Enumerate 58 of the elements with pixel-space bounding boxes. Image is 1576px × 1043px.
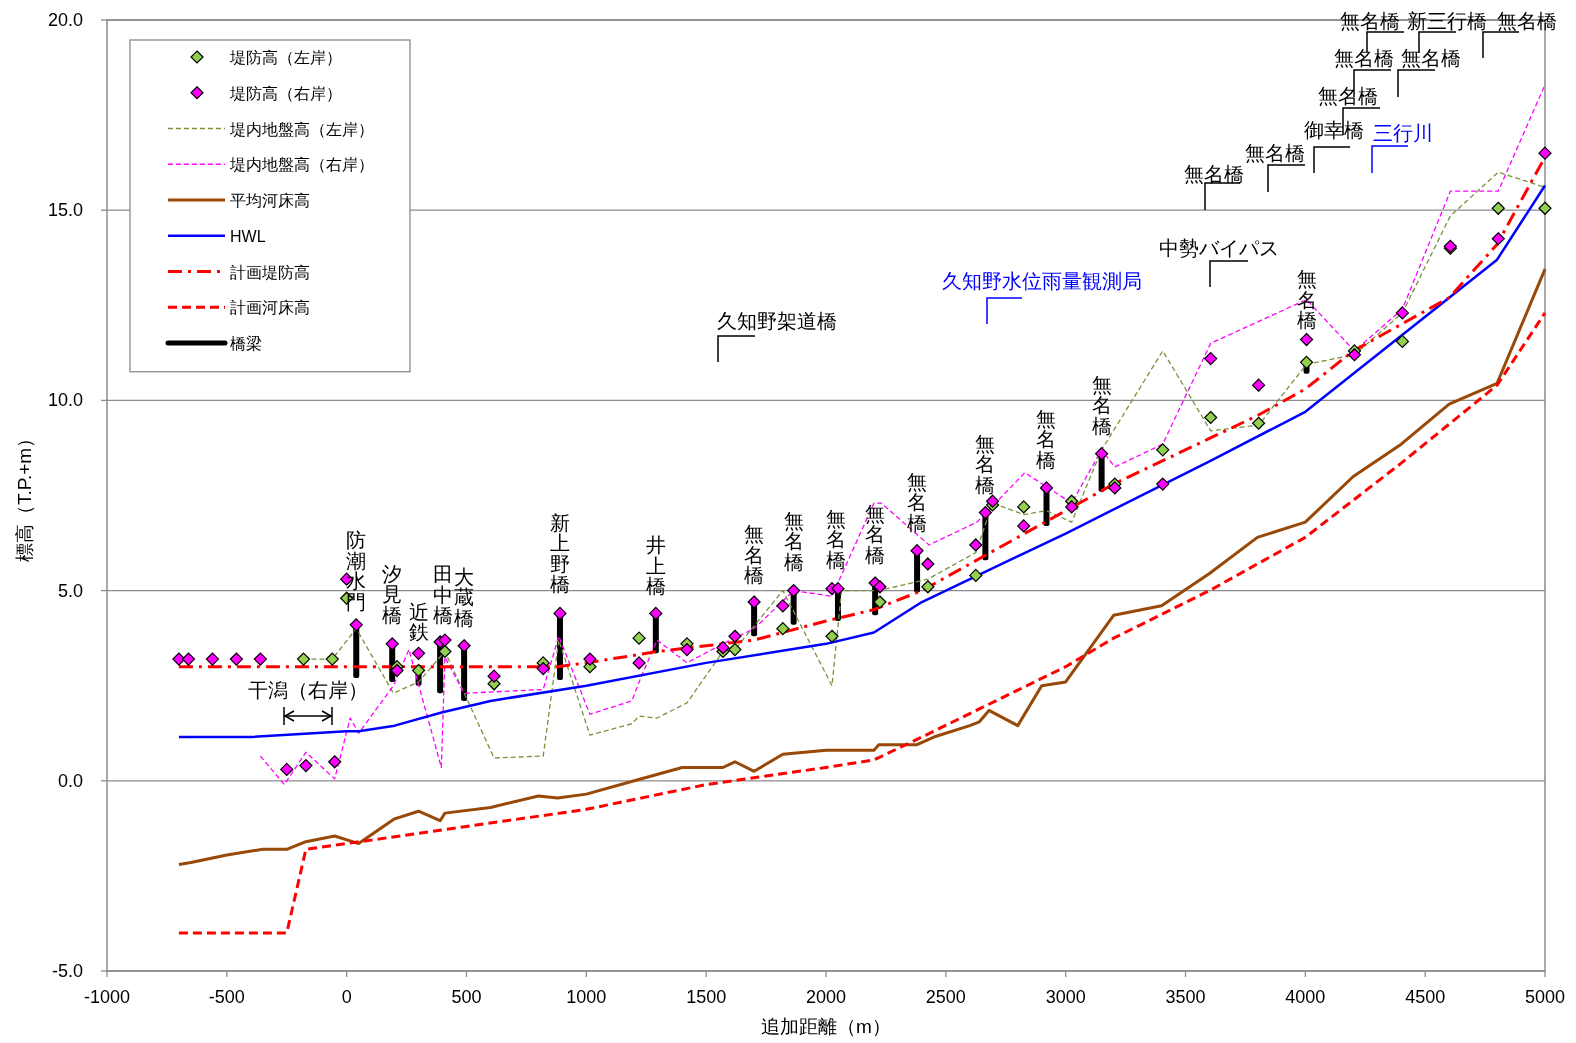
y-tick-label: 0.0	[57, 770, 83, 791]
x-tick-label: 0	[341, 987, 352, 1007]
annotation: 無名橋	[1091, 373, 1112, 437]
y-tick-label: 5.0	[57, 580, 83, 601]
x-tick-label: 3500	[1165, 987, 1206, 1007]
annotation: 無名橋	[744, 523, 765, 587]
annotation: 無名橋	[1340, 10, 1400, 32]
legend-label: 計画河床高	[230, 299, 310, 317]
legend-label: 橋梁	[230, 335, 262, 352]
x-tick-label: 2000	[805, 987, 847, 1007]
x-tick-label: 4000	[1285, 987, 1326, 1007]
x-tick-label: 5000	[1524, 987, 1566, 1007]
y-tick-label: -5.0	[51, 961, 83, 981]
y-tick-label: 15.0	[47, 200, 83, 221]
annotation: 新上野橋	[549, 511, 570, 596]
y-axis-title: 標高（T.P.+m）	[14, 428, 35, 563]
annotation: 井上橋	[645, 534, 666, 598]
x-tick-label: -500	[208, 987, 245, 1007]
annotation: 汐見橋	[382, 562, 403, 626]
legend-label: 堤内地盤高（右岸）	[229, 156, 374, 174]
legend-label: 堤防高（右岸）	[229, 84, 342, 102]
annotation: 無名橋	[1036, 407, 1057, 471]
annotation: 大蔵橋	[454, 565, 475, 629]
annotation: 中勢バイパス	[1159, 237, 1279, 259]
x-tick-label: 1000	[566, 987, 607, 1007]
annotation: 近鉄	[408, 600, 429, 644]
x-tick-label: 2500	[925, 987, 966, 1007]
x-tick-label: 3000	[1045, 987, 1086, 1007]
x-tick-label: 500	[451, 987, 482, 1007]
legend-label: 堤内地盤高（左岸）	[229, 120, 374, 138]
annotation: 無名橋	[1245, 142, 1305, 164]
annotation: 無名橋	[1184, 163, 1244, 185]
annotation: 無名橋	[1334, 47, 1394, 69]
legend-label: 計画堤防高	[230, 263, 310, 281]
annotation: 無名橋	[825, 507, 846, 571]
annotation: 田中橋	[433, 563, 454, 627]
annotation: 新三行橋	[1407, 10, 1487, 32]
x-tick-label: -1000	[83, 987, 131, 1007]
annotation: 久知野水位雨量観測局	[942, 270, 1142, 292]
x-tick-label: 4500	[1405, 987, 1446, 1007]
y-tick-label: 20.0	[47, 10, 83, 30]
x-axis-title: 追加距離（m）	[761, 1016, 891, 1037]
legend-label: 堤防高（左岸）	[229, 49, 342, 66]
annotation: 無名橋	[1401, 47, 1461, 69]
annotation: 無名橋	[783, 509, 804, 573]
legend-label: HWL	[230, 227, 266, 245]
annotation: 干潟（右岸）	[248, 679, 368, 701]
annotation: 無名橋	[907, 470, 928, 534]
annotation: 無名橋	[975, 432, 996, 496]
annotation: 久知野架道橋	[717, 310, 837, 332]
annotation: 無名橋	[1296, 268, 1317, 332]
x-tick-label: 1500	[686, 987, 727, 1007]
annotation: 三行川	[1373, 122, 1433, 144]
legend-label: 平均河床高	[230, 192, 310, 209]
annotation: 無名橋	[865, 502, 886, 566]
annotation: 無名橋	[1318, 85, 1378, 107]
y-tick-label: 10.0	[47, 390, 83, 411]
annotation: 無名橋	[1497, 10, 1557, 32]
